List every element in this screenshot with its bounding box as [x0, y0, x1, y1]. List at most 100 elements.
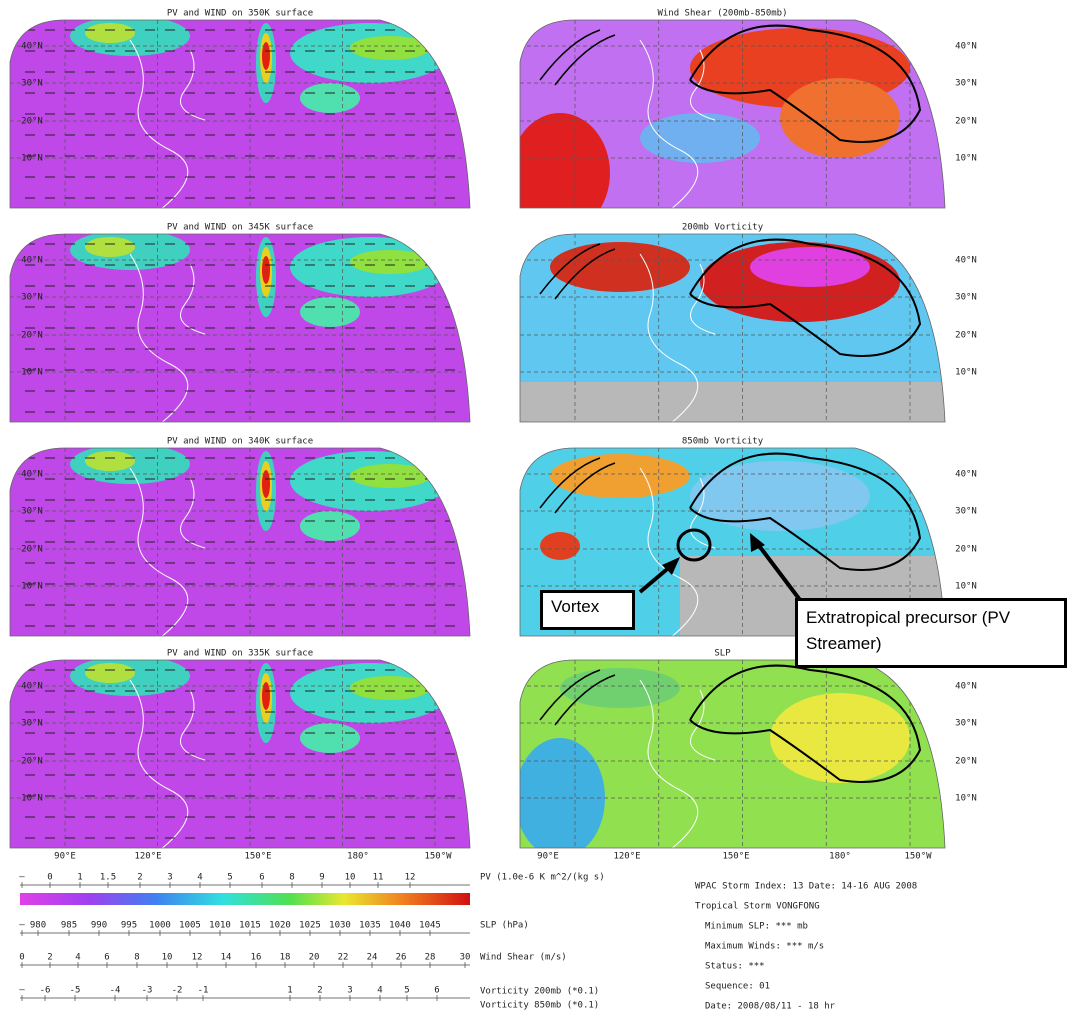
latitude-label: 10°N: [955, 582, 977, 592]
field-region: [510, 113, 610, 233]
longitude-label: 150°E: [722, 852, 749, 862]
field-region: [350, 36, 430, 60]
latitude-label: 10°N: [955, 154, 977, 164]
latitude-label: 30°N: [21, 79, 43, 89]
storm-info: Status: ***: [705, 962, 765, 972]
colorbar-tick-label: 1045: [419, 921, 441, 931]
colorbar-row: –980985990995100010051010101510201025103…: [19, 921, 528, 937]
storm-info: Sequence: 01: [705, 982, 770, 992]
map-field: [10, 230, 470, 424]
field-region: [350, 250, 430, 274]
longitude-label: 90°E: [54, 852, 76, 862]
colorbar-tick-label: 1020: [269, 921, 291, 931]
field-region: [300, 511, 360, 541]
panel-title: PV and WIND on 345K surface: [167, 223, 313, 233]
colorbar-tick-label: 10: [345, 873, 356, 883]
latitude-label: 20°N: [21, 331, 43, 341]
map-panel: PV and WIND on 345K surface40°N30°N20°N1…: [10, 223, 470, 425]
field-region: [350, 676, 430, 700]
longitude-label: 120°E: [613, 852, 640, 862]
colorbar-tick-label: 16: [251, 953, 262, 963]
colorbar-tick-label: 1010: [209, 921, 231, 931]
colorbar-tick-label: 1005: [179, 921, 201, 931]
latitude-label: 30°N: [955, 507, 977, 517]
storm-info: Date: 2008/08/11 - 18 hr: [705, 1002, 836, 1012]
field-region: [85, 451, 135, 471]
map-field: [510, 20, 945, 233]
colorbar-tick-label: 12: [405, 873, 416, 883]
field-region: [550, 454, 690, 498]
colorbar-tick-label: 11: [373, 873, 384, 883]
latitude-label: 10°N: [21, 582, 43, 592]
figure-canvas: PV and WIND on 350K surface 40°N 30°N 20°N 1…: [0, 0, 1070, 1019]
map-panel: Wind Shear (200mb-850mb)40°N30°N20°N10°N: [510, 9, 977, 234]
field-region: [85, 237, 135, 257]
latitude-label: 20°N: [955, 757, 977, 767]
latitude-label: 20°N: [955, 545, 977, 555]
colorbar-tick-label: 3: [347, 986, 352, 996]
latitude-label: 10°N: [21, 368, 43, 378]
panel-title: SLP: [714, 649, 731, 659]
latitude-label: 10°N: [955, 368, 977, 378]
colorbar-tick-label: -3: [142, 986, 153, 996]
latitude-label: 20°N: [21, 757, 43, 767]
colorbar-tick-label: 10: [162, 953, 173, 963]
field-region: [770, 693, 910, 783]
field-region: [350, 464, 430, 488]
longitude-label: 90°E: [537, 852, 559, 862]
colorbar-tick-label: 4: [377, 986, 382, 996]
precursor-label: Extratropical precursor (PV Streamer): [795, 598, 1067, 668]
latitude-label: 10°N: [21, 154, 43, 164]
colorbar-tick-label: -5: [70, 986, 81, 996]
latitude-label: 10°N: [21, 794, 43, 804]
field-region: [550, 242, 690, 292]
latitude-label: 20°N: [21, 117, 43, 127]
map-field: [520, 234, 950, 424]
colorbar-tick-label: -4: [110, 986, 121, 996]
panel-title: PV and WIND on 350K surface: [167, 9, 313, 19]
latitude-label: 40°N: [955, 256, 977, 266]
colorbar-label: PV (1.0e-6 K m^2/(kg s): [480, 873, 605, 883]
map-field: [515, 660, 945, 858]
colorbar-tick-label: 990: [91, 921, 107, 931]
colorbar-tick-label: 1040: [389, 921, 411, 931]
colorbar-tick-label: -1: [198, 986, 209, 996]
latitude-label: 10°N: [955, 794, 977, 804]
latitude-label: 20°N: [955, 331, 977, 341]
colorbar-tick-label: 28: [425, 953, 436, 963]
map-panel: PV and WIND on 335K surface40°N30°N20°N1…: [10, 649, 470, 851]
colorbar-tick-label: -2: [172, 986, 183, 996]
vortex-label: Vortex: [540, 590, 635, 630]
colorbar-tick-label: 9: [319, 873, 324, 883]
colorbar-tick-label: 1035: [359, 921, 381, 931]
colorbar-tick-label: 1030: [329, 921, 351, 931]
storm-info: Maximum Winds: *** m/s: [705, 942, 824, 952]
storm-info: WPAC Storm Index: 13 Date: 14-16 AUG 200…: [695, 882, 917, 892]
colorbar-label: Vorticity 200mb (*0.1): [480, 987, 599, 997]
colorbar-label: Wind Shear (m/s): [480, 953, 567, 963]
colorbar-label: SLP (hPa): [480, 921, 529, 931]
field-region: [300, 297, 360, 327]
colorbar-tick-label: 3: [167, 873, 172, 883]
colorbar-tick-label: 5: [227, 873, 232, 883]
longitude-label: 150°W: [904, 852, 932, 862]
latitude-label: 30°N: [955, 719, 977, 729]
panel-title: PV and WIND on 340K surface: [167, 437, 313, 447]
longitude-label: 180°: [829, 852, 851, 862]
colorbar-row: 024681012141618202224262830Wind Shear (m…: [19, 953, 566, 969]
colorbar-tick-label: 0: [19, 953, 24, 963]
panel-title: 850mb Vorticity: [682, 437, 764, 447]
colorbar-tick-label: 995: [121, 921, 137, 931]
colorbar-tick-label: -6: [40, 986, 51, 996]
field-region: [300, 83, 360, 113]
colorbar-row: –-6-5-4-3-2-1123456Vorticity 200mb (*0.1…: [19, 986, 599, 1011]
map-field: [10, 444, 470, 638]
colorbar-tick-label: 1: [287, 986, 292, 996]
colorbar-tick-label: 980: [30, 921, 46, 931]
colorbar-tick-label: 2: [317, 986, 322, 996]
figure: PV and WIND on 350K surface 40°N 30°N 20°N 1…: [0, 0, 1070, 1019]
storm-info: Tropical Storm VONGFONG: [695, 902, 820, 912]
